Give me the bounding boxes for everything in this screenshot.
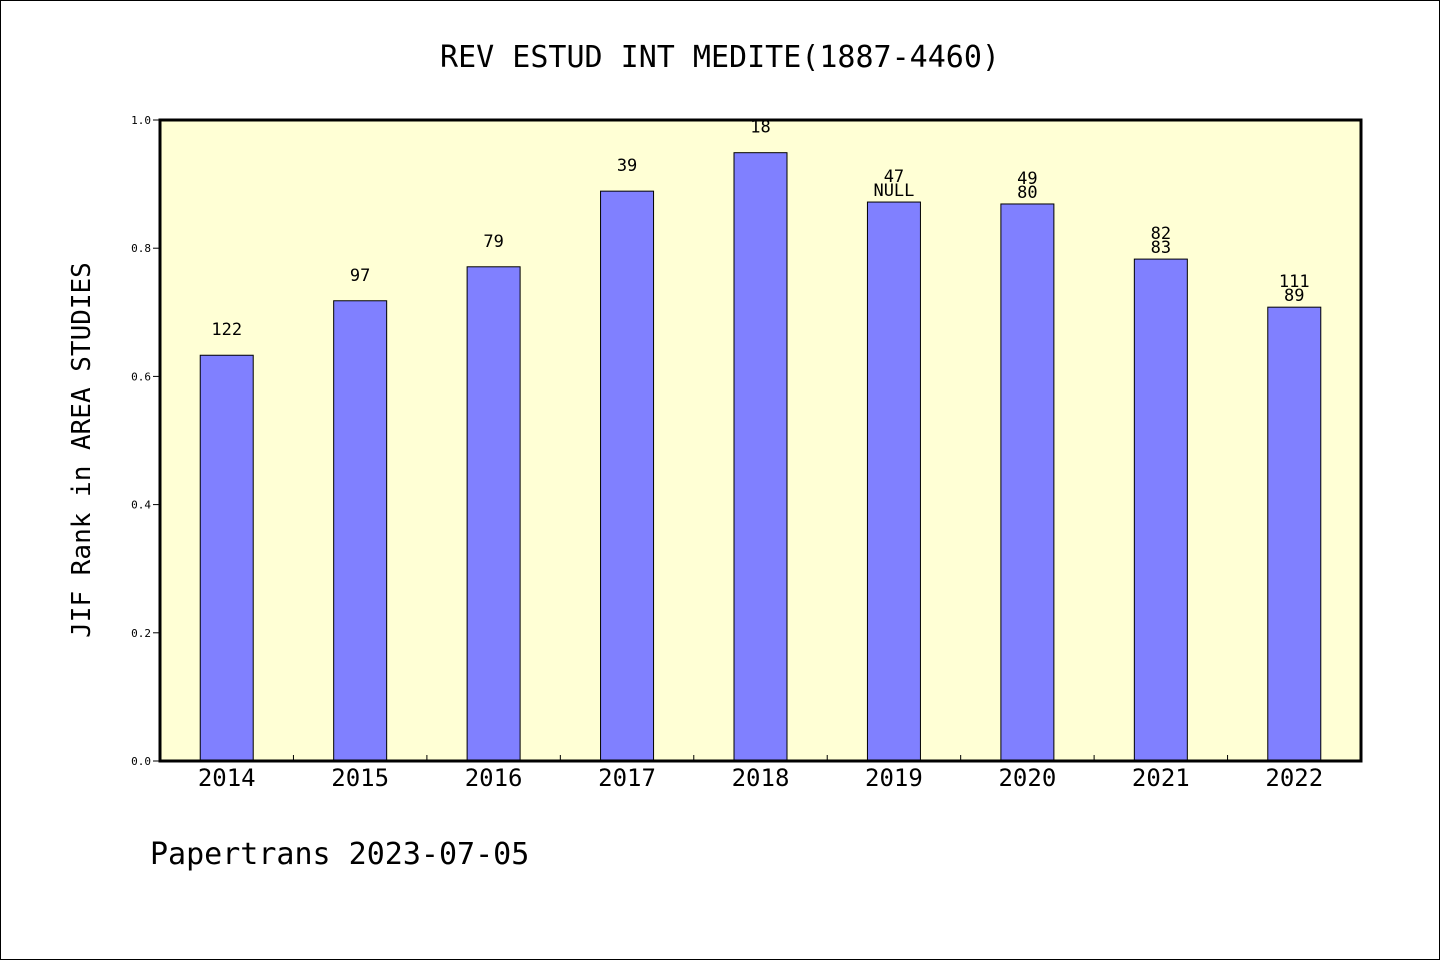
y-tick-label: 0.6 (131, 370, 151, 383)
bar-2019 (866, 201, 921, 762)
y-tick-label: 0.0 (131, 755, 151, 768)
bar-value-label: NULL (873, 181, 914, 201)
bars (199, 152, 1322, 762)
y-axis-ticks: 0.0 0.2 0.4 0.6 0.8 1.0 (131, 114, 160, 768)
bar-value-label: 97 (350, 266, 370, 286)
bar-2014 (199, 354, 254, 762)
x-axis-ticks: 2014 2015 2016 2017 2018 2019 2020 2021 2022 (198, 755, 1323, 792)
chart-title: REV ESTUD INT MEDITE(1887-4460) (440, 40, 1000, 75)
y-tick-label: 0.8 (131, 242, 151, 255)
bar-value-label: 47 (884, 167, 904, 187)
x-tick-label: 2020 (998, 764, 1056, 792)
bar-value-label: 39 (617, 156, 637, 176)
x-tick-label: 2017 (598, 764, 656, 792)
bar-2015 (333, 300, 388, 762)
bar-2016 (466, 266, 521, 762)
footer-note: Papertrans 2023-07-05 (150, 837, 529, 872)
bar-value-label: 49 (1017, 169, 1037, 189)
bar-value-label: 80 (1017, 183, 1037, 203)
bar-value-label: 89 (1284, 286, 1304, 306)
bar-value-label: 111 (1279, 272, 1310, 292)
bar-2018 (733, 152, 788, 762)
bar-2022 (1267, 306, 1322, 762)
x-tick-label: 2014 (198, 764, 256, 792)
bar-value-label: 82 (1151, 224, 1171, 244)
x-tick-label: 2021 (1132, 764, 1190, 792)
bar-value-label: 83 (1151, 238, 1171, 258)
y-tick-label: 1.0 (131, 114, 151, 127)
x-tick-label: 2018 (732, 764, 790, 792)
x-tick-label: 2022 (1265, 764, 1323, 792)
bar-value-label: 122 (211, 320, 242, 340)
x-tick-label: 2019 (865, 764, 923, 792)
y-tick-label: 0.4 (131, 499, 151, 512)
bar-2021 (1133, 258, 1188, 762)
y-tick-label: 0.2 (131, 627, 151, 640)
bar-2020 (1000, 203, 1055, 762)
bar-value-label: 18 (750, 118, 770, 138)
x-tick-label: 2016 (465, 764, 523, 792)
plot-border (158, 118, 1363, 763)
x-tick-label: 2015 (331, 764, 389, 792)
bar-2017 (600, 190, 655, 762)
bar-value-label: 79 (483, 232, 503, 252)
y-axis-label: JIF Rank in AREA STUDIES (67, 262, 97, 638)
